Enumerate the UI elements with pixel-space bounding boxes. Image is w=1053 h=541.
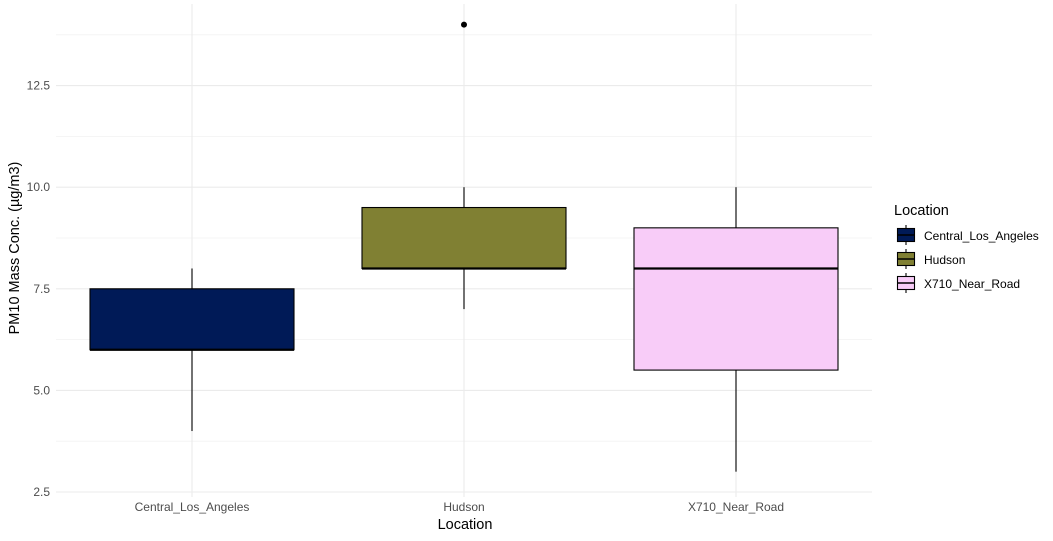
legend-item: Central_Los_Angeles [896, 225, 1039, 245]
y-tick-label: 10.0 [27, 180, 51, 194]
x-tick-label: X710_Near_Road [688, 500, 784, 514]
box-body [633, 227, 839, 371]
legend-label: X710_Near_Road [924, 277, 1020, 291]
legend-label: Hudson [924, 253, 965, 267]
boxes [89, 21, 839, 472]
box-X710_Near_Road [633, 187, 839, 472]
legend-item: X710_Near_Road [896, 273, 1020, 293]
y-tick-label: 5.0 [33, 383, 50, 397]
y-tick-label: 2.5 [33, 485, 50, 499]
box-body [89, 288, 295, 351]
outlier-point [461, 21, 467, 28]
y-axis-ticks: 2.5 5.0 7.5 10.0 12.5 [27, 79, 51, 499]
legend: Location Central_Los_Angeles Hudson X710_N… [894, 203, 1039, 293]
box-Hudson [361, 21, 567, 310]
legend-label: Central_Los_Angeles [924, 229, 1039, 243]
legend-item: Hudson [896, 249, 965, 269]
legend-title: Location [894, 203, 949, 219]
x-tick-label: Hudson [443, 500, 484, 514]
x-tick-label: Central_Los_Angeles [135, 500, 250, 514]
y-axis-title: PM10 Mass Conc. (µg/m3) [7, 162, 23, 335]
x-axis-ticks: Central_Los_Angeles Hudson X710_Near_Road [135, 500, 784, 514]
y-tick-label: 12.5 [27, 79, 51, 93]
box-body [361, 206, 567, 270]
x-axis-title: Location [438, 517, 493, 533]
y-tick-label: 7.5 [33, 282, 50, 296]
box-Central_Los_Angeles [89, 268, 295, 432]
